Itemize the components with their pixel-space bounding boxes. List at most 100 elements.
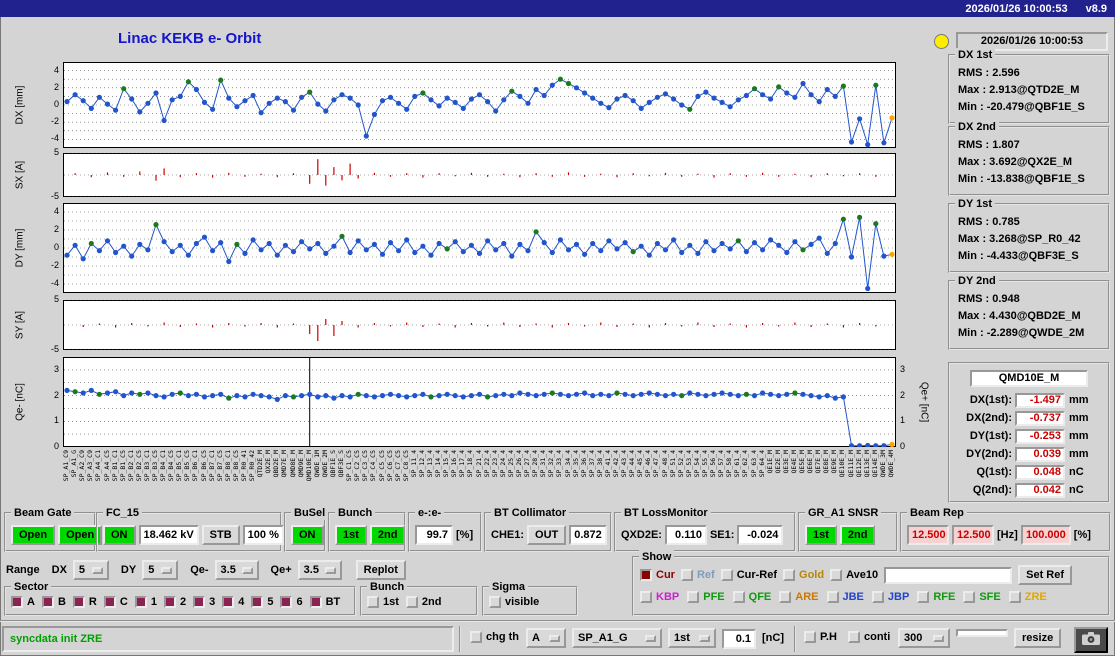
sector-checkbox-5[interactable]: 5	[251, 596, 273, 608]
che1-out-button[interactable]: OUT	[527, 525, 567, 545]
ph-checkbox[interactable]: P.H	[804, 631, 837, 643]
bpm-x-label: SP_24_4	[498, 450, 507, 478]
show-checkbox-ref[interactable]: Ref	[680, 569, 715, 581]
bpm-x-label: SP_B8_C1	[223, 450, 232, 482]
beam-rep-field-1[interactable]: 12.500	[907, 525, 949, 545]
overlay-checkbox-zre[interactable]: ZRE	[1008, 591, 1047, 603]
range-dx-dropdown[interactable]: 5	[72, 560, 109, 580]
bpm-x-label: SP_56_4	[709, 450, 717, 478]
che1-value-field[interactable]: 0.872	[569, 525, 607, 545]
overlay-checkbox-jbe[interactable]: JBE	[826, 591, 864, 603]
dy1-rms: RMS : 0.785	[958, 216, 1020, 228]
bpm-x-label: SP_36_4	[579, 450, 588, 478]
show-checkbox-cur-ref[interactable]: Cur-Ref	[720, 569, 777, 581]
set-ref-button[interactable]: Set Ref	[1018, 565, 1073, 585]
conti-checkbox[interactable]: conti	[848, 631, 890, 643]
bpm-x-label: SP_A1_C9	[63, 450, 70, 482]
bunch-select-dropdown[interactable]: 1st	[668, 628, 716, 648]
sector-checkbox-3[interactable]: 3	[193, 596, 215, 608]
overlay-checkbox-qfe[interactable]: QFE	[732, 591, 772, 603]
bpm-x-label: SP_64_4	[757, 450, 766, 478]
bunch-checkbox-2nd[interactable]: 2nd	[405, 596, 441, 608]
sector-select-dropdown[interactable]: A	[526, 628, 566, 648]
fc15-kv-field[interactable]: 18.462 kV	[138, 525, 199, 545]
range-dy-dropdown[interactable]: 5	[142, 560, 179, 580]
sx-steering-plot[interactable]	[63, 152, 896, 198]
bpm-x-label: SP_C2_C5	[353, 450, 362, 482]
overlay-checkbox-jbp[interactable]: JBP	[871, 591, 909, 603]
screenshot-button[interactable]	[1074, 627, 1108, 653]
checkbox-label: QFE	[748, 591, 772, 603]
sy-steering-plot[interactable]	[63, 299, 896, 351]
qxd2e-value-field[interactable]: 0.110	[664, 525, 707, 545]
sector-checkbox-2[interactable]: 2	[163, 596, 186, 608]
checkbox-label: Cur	[656, 569, 675, 581]
overlay-checkbox-kbp[interactable]: KBP	[640, 591, 679, 603]
range-qe-minus-dropdown[interactable]: 3.5	[214, 560, 259, 580]
footer-blank-input[interactable]	[956, 629, 1008, 637]
beam-rep-percent-field[interactable]: 100.000	[1020, 525, 1071, 545]
sector-checkbox-b[interactable]: B	[41, 596, 66, 608]
fc15-stb-button[interactable]: STB	[201, 525, 240, 545]
bunch-1st-button[interactable]: 1st	[335, 525, 367, 545]
beam-gate-open-button-1[interactable]: Open	[11, 525, 56, 545]
gr-a1-1st-button[interactable]: 1st	[805, 525, 837, 545]
fc15-percent-field[interactable]: 100 %	[242, 525, 284, 545]
bpm-x-label: SP_B2_C5	[134, 450, 143, 482]
sector-checkbox-6[interactable]: 6	[280, 596, 303, 608]
monitor-name-box: QMD10E_M	[970, 370, 1088, 387]
repeat-count-dropdown[interactable]: 300	[898, 628, 950, 648]
sector-checkbox-c[interactable]: C	[103, 596, 128, 608]
dx-orbit-plot[interactable]	[63, 62, 896, 148]
show-checkbox-ave10[interactable]: Ave10	[830, 569, 878, 581]
bpm-x-label: SP_C8_C5	[401, 450, 410, 482]
show-checkbox-gold[interactable]: Gold	[783, 569, 824, 581]
checkbox-indicator	[871, 591, 884, 603]
monitor-select-dropdown[interactable]: SP_A1_G	[572, 628, 662, 648]
monitor-row-unit: mm	[1069, 394, 1089, 406]
bpm-x-label: SP_61_4	[733, 450, 742, 478]
bpm-x-label: QE13E_M	[862, 450, 871, 478]
sector-checkbox-r[interactable]: R	[72, 596, 97, 608]
beam-gate-open-button-2[interactable]: Open	[58, 525, 103, 545]
sector-checkbox-a[interactable]: A	[11, 596, 35, 608]
busel-on-button[interactable]: ON	[291, 525, 324, 545]
range-qe-minus-label: Qe-	[190, 564, 209, 576]
gr-a1-2nd-button[interactable]: 2nd	[839, 525, 876, 545]
overlay-checkbox-sfe[interactable]: SFE	[963, 591, 1001, 603]
titlebar-clock: 2026/01/26 10:00:53	[965, 2, 1068, 15]
axis-tick-label: 5	[53, 294, 59, 304]
range-qe-plus-dropdown[interactable]: 3.5	[297, 560, 342, 580]
bunch-checkbox-1st[interactable]: 1st	[367, 596, 399, 608]
beam-rep-field-2[interactable]: 12.500	[952, 525, 994, 545]
overlay-checkbox-pfe[interactable]: PFE	[687, 591, 725, 603]
sector-checkbox-4[interactable]: 4	[222, 596, 244, 608]
overlay-checkbox-are[interactable]: ARE	[779, 591, 819, 603]
bpm-x-label: SP_57_4	[717, 450, 726, 478]
sector-checkbox-bt[interactable]: BT	[309, 596, 340, 608]
ref-name-input[interactable]	[884, 566, 1013, 584]
overlay-checkbox-rfe[interactable]: RFE	[917, 591, 955, 603]
se1-value-field[interactable]: -0.024	[737, 525, 784, 545]
chg-th-checkbox[interactable]: chg th	[470, 631, 519, 643]
replot-button[interactable]: Replot	[355, 560, 406, 580]
threshold-input[interactable]: 0.1	[722, 629, 756, 649]
ee-ratio-field[interactable]: 99.7	[415, 525, 453, 545]
checkbox-label: ARE	[795, 591, 819, 603]
bpm-x-label: QBF1E_S	[328, 450, 337, 478]
resize-button[interactable]: resize	[1014, 628, 1062, 648]
dy-orbit-plot[interactable]	[63, 203, 896, 293]
checkbox-indicator	[134, 596, 147, 608]
sigma-checkbox-visible[interactable]: visible	[489, 596, 539, 608]
sector-checkbox-1[interactable]: 1	[134, 596, 157, 608]
show-checkbox-cur[interactable]: Cur	[640, 569, 675, 581]
axis-tick-label: 4	[53, 206, 59, 216]
frame-label: e-:e-	[415, 506, 445, 520]
axis-tick-label: 1	[900, 415, 906, 426]
checkbox-label: Ave10	[846, 569, 879, 581]
bunch-2nd-button[interactable]: 2nd	[369, 525, 406, 545]
fc15-on-button[interactable]: ON	[103, 525, 136, 545]
charge-plot[interactable]	[63, 357, 896, 449]
bpm-x-label: QWDE_1M	[312, 450, 321, 478]
